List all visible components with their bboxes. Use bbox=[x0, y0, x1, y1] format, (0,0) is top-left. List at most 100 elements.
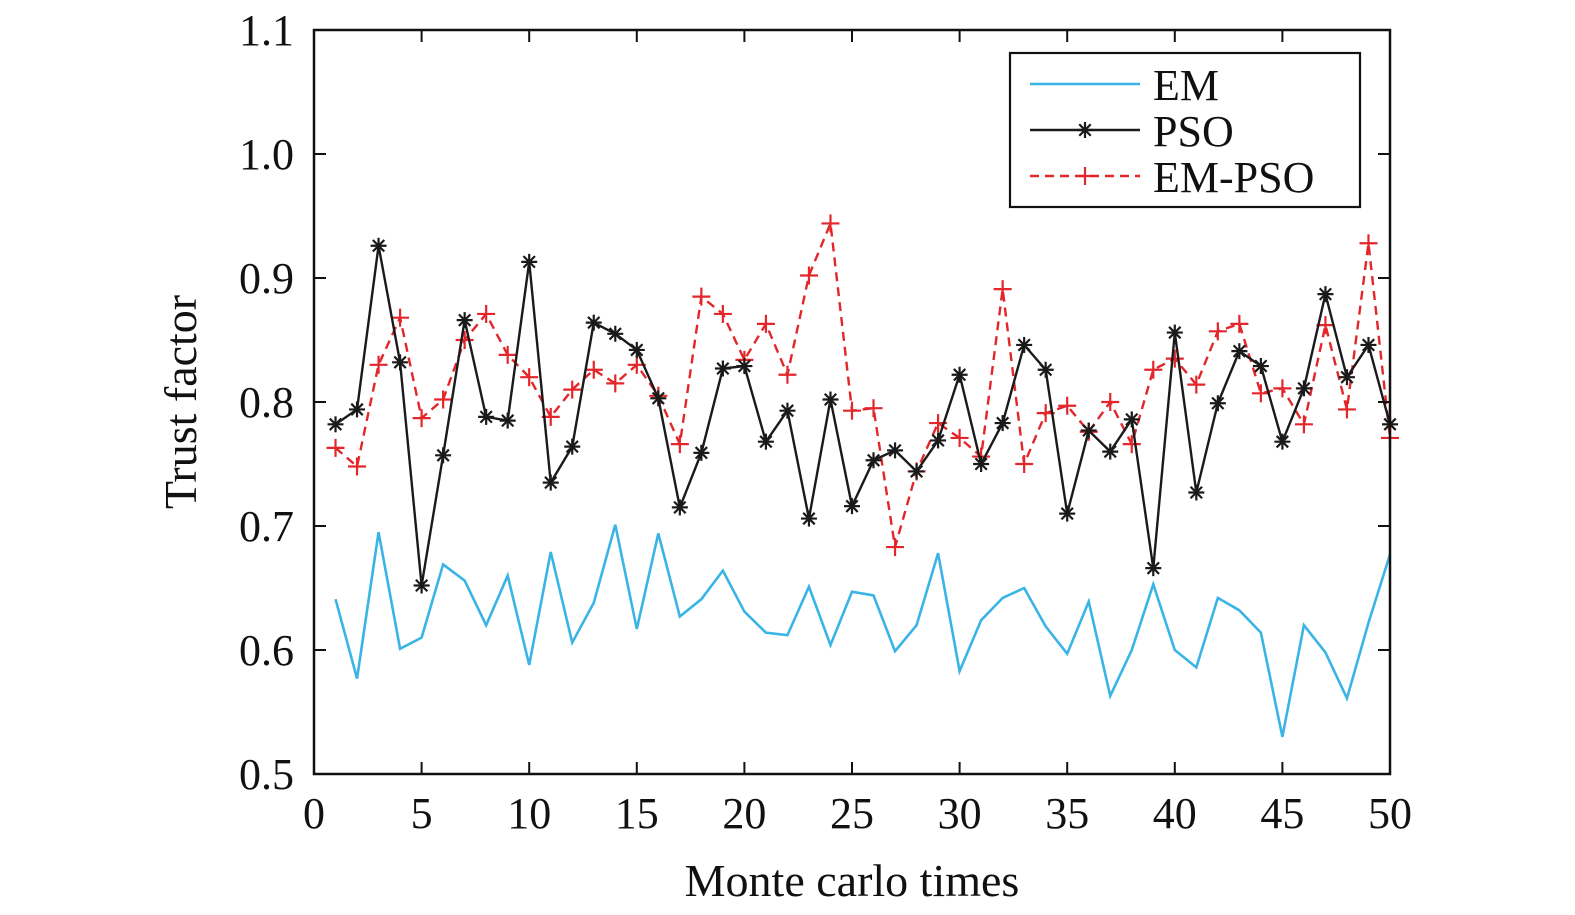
data-point-pso bbox=[1123, 411, 1140, 428]
data-point-pso bbox=[349, 401, 366, 418]
data-point-pso bbox=[822, 391, 839, 408]
data-point-pso bbox=[1145, 560, 1162, 577]
legend-marker-em-pso bbox=[1076, 167, 1094, 185]
data-point-em-pso bbox=[348, 457, 367, 476]
data-point-pso bbox=[1317, 286, 1334, 303]
data-point-pso bbox=[585, 314, 602, 331]
data-point-pso bbox=[521, 253, 538, 270]
data-point-em-pso bbox=[1187, 375, 1206, 394]
marker-stroke bbox=[1017, 338, 1031, 352]
marker-stroke bbox=[974, 457, 988, 471]
x-tick-label: 15 bbox=[615, 789, 659, 838]
marker-stroke bbox=[501, 414, 515, 428]
marker-stroke bbox=[802, 512, 816, 526]
series-pso bbox=[327, 237, 1398, 594]
data-point-em-pso bbox=[412, 409, 431, 428]
marker-stroke bbox=[888, 443, 902, 457]
data-point-pso bbox=[499, 412, 516, 429]
data-point-pso bbox=[1274, 433, 1291, 450]
marker-stroke bbox=[350, 402, 364, 416]
ticks-layer: 0 5 10 15 20 25 30 35 40 45 50 0.5 0.6 0.7 0.8 0.9 1.0 1.… bbox=[239, 6, 1412, 838]
data-point-pso bbox=[887, 442, 904, 459]
marker-stroke bbox=[673, 500, 687, 514]
data-point-em-pso bbox=[1251, 384, 1270, 403]
data-point-pso bbox=[757, 433, 774, 450]
y-tick-label: 1.1 bbox=[239, 6, 294, 55]
series-em bbox=[334, 524, 1392, 738]
data-point-pso bbox=[1231, 343, 1248, 360]
data-point-em-pso bbox=[1359, 234, 1378, 253]
data-point-em-pso bbox=[692, 287, 711, 306]
data-point-pso bbox=[714, 360, 731, 377]
legend-label-pso: PSO bbox=[1153, 107, 1234, 156]
x-tick-label: 45 bbox=[1260, 789, 1304, 838]
legend-label-em: EM bbox=[1153, 61, 1219, 110]
x-tick-label: 0 bbox=[303, 789, 325, 838]
marker-stroke bbox=[630, 343, 644, 357]
marker-stroke bbox=[759, 435, 773, 449]
data-point-em-pso bbox=[1337, 400, 1356, 419]
data-point-pso bbox=[392, 354, 409, 371]
data-point-pso bbox=[370, 237, 387, 254]
x-tick-label: 40 bbox=[1153, 789, 1197, 838]
marker-stroke bbox=[1275, 435, 1289, 449]
marker-stroke bbox=[1297, 381, 1311, 395]
marker-stroke bbox=[694, 446, 708, 460]
marker-stroke bbox=[458, 313, 472, 327]
marker-stroke bbox=[780, 404, 794, 418]
data-point-pso bbox=[800, 510, 817, 527]
marker-stroke bbox=[1103, 445, 1117, 459]
data-point-em-pso bbox=[563, 380, 582, 399]
marker-stroke bbox=[1039, 363, 1053, 377]
marker-stroke bbox=[608, 327, 622, 341]
data-point-em-pso bbox=[434, 390, 453, 409]
data-point-pso bbox=[1252, 358, 1269, 375]
data-point-em-pso bbox=[950, 428, 969, 447]
data-point-em-pso bbox=[1165, 349, 1184, 368]
legend-label-em-pso: EM-PSO bbox=[1153, 153, 1314, 202]
x-tick-label: 35 bbox=[1045, 789, 1089, 838]
x-tick-label: 30 bbox=[938, 789, 982, 838]
data-point-pso bbox=[1102, 443, 1119, 460]
data-point-em-pso bbox=[369, 355, 388, 374]
marker-stroke bbox=[393, 355, 407, 369]
data-point-pso bbox=[1209, 395, 1226, 412]
data-point-pso bbox=[1338, 369, 1355, 386]
marker-stroke bbox=[1146, 561, 1160, 575]
y-axis-label: Trust factor bbox=[155, 295, 206, 509]
data-point-pso bbox=[779, 402, 796, 419]
marker-stroke bbox=[1232, 344, 1246, 358]
y-tick-label: 0.7 bbox=[239, 502, 294, 551]
data-point-em-pso bbox=[864, 399, 883, 418]
data-point-em-pso bbox=[713, 304, 732, 323]
data-point-pso bbox=[327, 416, 344, 433]
marker-stroke bbox=[845, 499, 859, 513]
x-axis-label: Monte carlo times bbox=[685, 855, 1020, 906]
marker-stroke bbox=[1318, 287, 1332, 301]
data-point-pso bbox=[650, 390, 667, 407]
data-point-pso bbox=[908, 463, 925, 480]
data-point-em-pso bbox=[1273, 379, 1292, 398]
data-point-pso bbox=[1059, 505, 1076, 522]
data-point-em-pso bbox=[756, 314, 775, 333]
data-point-em-pso bbox=[1294, 415, 1313, 434]
marker-stroke bbox=[866, 453, 881, 467]
marker-stroke bbox=[522, 255, 536, 269]
data-point-pso bbox=[844, 498, 860, 515]
marker-stroke bbox=[479, 410, 493, 424]
data-point-pso bbox=[1080, 422, 1097, 439]
marker-stroke bbox=[1254, 359, 1268, 373]
data-point-pso bbox=[671, 499, 688, 516]
data-point-pso bbox=[736, 358, 753, 375]
data-point-pso bbox=[542, 474, 559, 491]
x-tick-label: 50 bbox=[1368, 789, 1412, 838]
marker-stroke bbox=[544, 476, 558, 490]
marker-stroke bbox=[1211, 396, 1225, 410]
data-point-em-pso bbox=[606, 374, 625, 393]
marker-stroke bbox=[737, 359, 751, 373]
data-point-em-pso bbox=[1122, 435, 1141, 454]
data-point-em-pso bbox=[1101, 393, 1120, 411]
marker-stroke bbox=[1361, 338, 1376, 352]
